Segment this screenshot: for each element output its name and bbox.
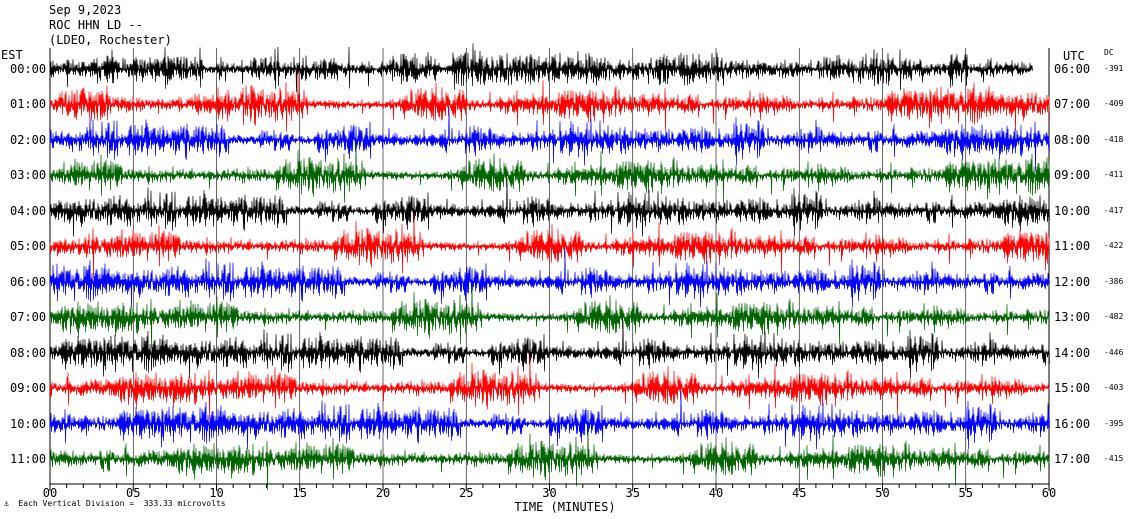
dc-offset-label: -395 bbox=[1104, 418, 1124, 428]
dc-offset-label: -417 bbox=[1104, 205, 1124, 215]
est-hour-label: 10:00 bbox=[10, 416, 47, 431]
utc-hour-label: 09:00 bbox=[1054, 168, 1091, 183]
utc-hour-label: 12:00 bbox=[1054, 274, 1091, 289]
trace-row-0800 bbox=[49, 320, 1050, 379]
est-hour-label: 08:00 bbox=[10, 345, 47, 360]
location-label: (LDEO, Rochester) bbox=[49, 33, 172, 47]
trace-row-0600 bbox=[49, 249, 1050, 308]
dc-offset-label: -415 bbox=[1104, 453, 1124, 463]
x-tick-label: 40 bbox=[709, 486, 723, 500]
utc-hour-label: 11:00 bbox=[1054, 239, 1091, 254]
x-tick-label: 35 bbox=[626, 486, 640, 500]
est-hour-label: 06:00 bbox=[10, 274, 47, 289]
x-tick-label: 05 bbox=[126, 486, 140, 500]
footer-note: ⚓ Each Vertical Division = 333.33 microv… bbox=[4, 499, 226, 508]
est-hour-label: 11:00 bbox=[10, 451, 47, 466]
est-hour-label: 00:00 bbox=[10, 62, 47, 76]
dc-offset-label: -446 bbox=[1104, 347, 1124, 357]
x-tick-label: 60 bbox=[1042, 486, 1056, 500]
x-tick-label: 45 bbox=[792, 486, 806, 500]
trace-row-0100 bbox=[49, 71, 1050, 132]
footer-scale-text: Each Vertical Division = 333.33 microvol… bbox=[18, 499, 226, 508]
utc-hour-label: 08:00 bbox=[1054, 132, 1091, 147]
x-tick-label: 50 bbox=[875, 486, 889, 500]
dc-header-label: DC bbox=[1104, 48, 1114, 57]
left-timezone-label: EST bbox=[1, 48, 23, 62]
utc-hour-label: 13:00 bbox=[1054, 310, 1091, 325]
utc-hour-label: 10:00 bbox=[1054, 203, 1091, 218]
right-timezone-label: UTC bbox=[1063, 49, 1085, 63]
trace-row-0000 bbox=[49, 43, 1033, 93]
est-hour-label: 05:00 bbox=[10, 239, 47, 254]
trace-row-0700 bbox=[49, 284, 1050, 349]
est-hour-label: 03:00 bbox=[10, 168, 47, 183]
dc-offset-label: -391 bbox=[1104, 64, 1124, 73]
utc-hour-label: 16:00 bbox=[1054, 416, 1091, 431]
utc-hour-label: 06:00 bbox=[1054, 62, 1091, 76]
utc-hour-label: 15:00 bbox=[1054, 381, 1091, 396]
x-tick-label: 20 bbox=[376, 486, 390, 500]
dc-offset-label: -418 bbox=[1104, 134, 1124, 144]
seismic-traces bbox=[49, 43, 1050, 490]
x-tick-label: 15 bbox=[293, 486, 307, 500]
utc-hour-label: 14:00 bbox=[1054, 345, 1091, 360]
x-tick-label: 30 bbox=[542, 486, 556, 500]
trace-row-0400 bbox=[49, 178, 1050, 237]
est-hour-label: 07:00 bbox=[10, 310, 47, 325]
dc-offset-label: -411 bbox=[1104, 170, 1124, 180]
trace-row-0200 bbox=[49, 107, 1050, 171]
est-hour-label: 04:00 bbox=[10, 203, 47, 218]
trace-row-0500 bbox=[49, 213, 1050, 278]
time-axis: 00 05 10 15 20 25 30 35 40 45 50 55 60 bbox=[43, 483, 1056, 500]
x-axis-label: TIME (MINUTES) bbox=[514, 500, 616, 514]
footer-mark: ⚓ bbox=[4, 499, 9, 508]
trace-row-0300 bbox=[49, 142, 1050, 203]
utc-hour-label: 17:00 bbox=[1054, 451, 1091, 466]
x-tick-label: 10 bbox=[209, 486, 223, 500]
date-label: Sep 9,2023 bbox=[49, 3, 122, 17]
dc-offset-label: -409 bbox=[1104, 99, 1124, 109]
x-tick-label: 00 bbox=[43, 486, 57, 500]
dc-offset-label: -482 bbox=[1104, 312, 1124, 322]
dc-offset-label: -386 bbox=[1104, 276, 1124, 286]
trace-row-1100 bbox=[49, 426, 1050, 490]
x-tick-label: 25 bbox=[459, 486, 473, 500]
est-hour-label: 02:00 bbox=[10, 132, 47, 147]
est-hour-label: 09:00 bbox=[10, 381, 47, 396]
est-hour-label: 01:00 bbox=[10, 97, 47, 112]
dc-offset-label: -422 bbox=[1104, 241, 1124, 251]
trace-row-0900 bbox=[49, 355, 1050, 420]
station-label: ROC HHN LD -- bbox=[49, 18, 143, 32]
trace-row-1000 bbox=[49, 391, 1050, 450]
utc-hour-label: 07:00 bbox=[1054, 97, 1091, 112]
dc-offset-label: -403 bbox=[1104, 383, 1124, 393]
x-tick-label: 55 bbox=[959, 486, 973, 500]
